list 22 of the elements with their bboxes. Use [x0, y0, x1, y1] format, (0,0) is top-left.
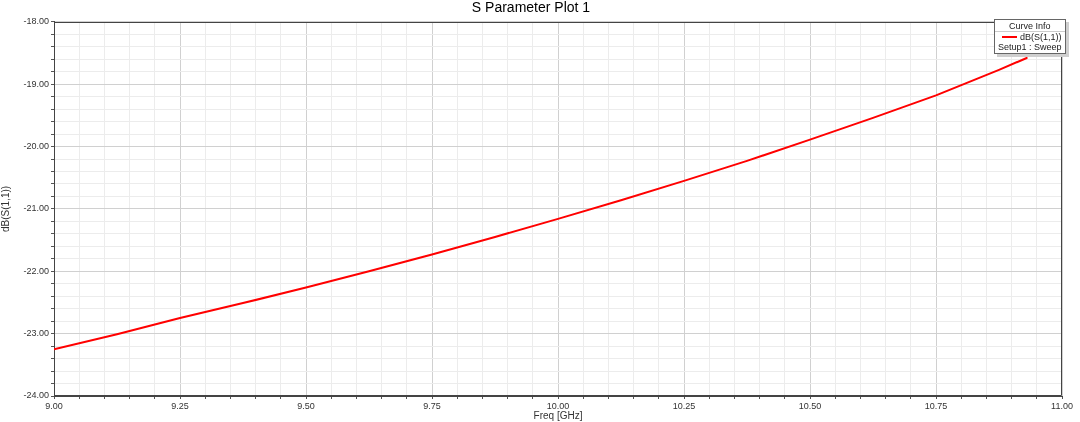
y-tick-label: -21.00: [23, 203, 49, 214]
x-tick-label: 10.75: [924, 400, 948, 411]
y-tick-label: -20.00: [23, 141, 49, 152]
x-tick-label: 11.00: [1051, 400, 1073, 411]
x-tick-label: 9.75: [423, 400, 441, 411]
chart-title: S Parameter Plot 1: [471, 0, 591, 16]
legend-label: dB(S(1,1)): [1020, 31, 1062, 42]
x-tick-label: 10.25: [672, 400, 696, 411]
y-tick-label: -19.00: [23, 78, 49, 89]
legend-title: Curve Info: [995, 20, 1065, 32]
y-axis-title: dB(S(1,1)): [0, 185, 11, 232]
x-tick-label: 9.25: [171, 400, 189, 411]
y-tick-label: -22.00: [23, 265, 49, 276]
x-axis-title: Freq [GHz]: [533, 409, 583, 421]
y-tick-label: -24.00: [23, 390, 49, 401]
x-tick-label: 10.50: [798, 400, 822, 411]
x-tick-label: 9.50: [297, 400, 315, 411]
x-tick-label: 9.00: [45, 400, 63, 411]
x-tick-label: 10.00: [546, 400, 570, 411]
y-tick-label: -18.00: [23, 16, 49, 27]
annotation: Setup1 : Sweep: [998, 41, 1062, 52]
y-tick-label: -23.00: [23, 328, 49, 339]
